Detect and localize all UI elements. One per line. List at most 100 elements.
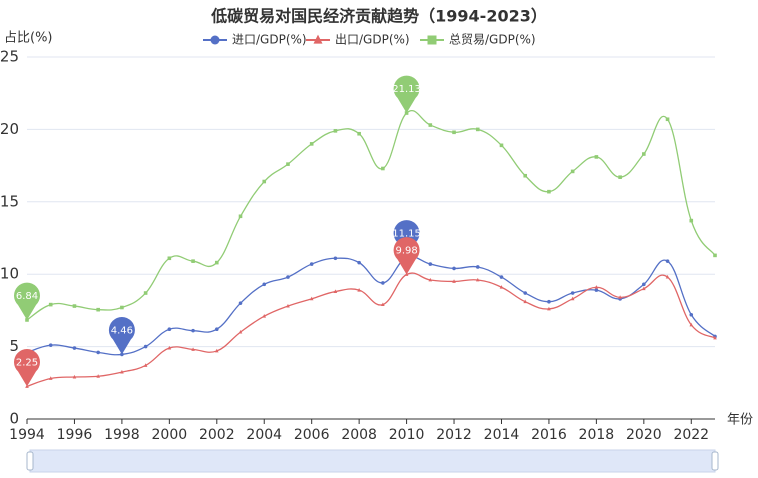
marker [713, 335, 717, 340]
zoom-handle[interactable] [26, 451, 34, 471]
legend-item[interactable]: 进口/GDP(%) [203, 33, 307, 47]
series-line [26, 256, 716, 356]
marker [96, 350, 100, 355]
marker [475, 265, 480, 269]
marker [428, 123, 433, 127]
marker [357, 287, 361, 292]
chart-title: 低碳贸易对国民经济贡献趋势（1994-2023） [210, 7, 547, 26]
marker [48, 343, 53, 347]
marker [72, 374, 77, 379]
marker [48, 376, 53, 380]
marker [143, 344, 148, 349]
marker [72, 346, 77, 350]
series-line [26, 110, 716, 321]
marker [120, 305, 124, 310]
marker [286, 303, 290, 308]
mark-pin [393, 237, 420, 275]
x-tick-label: 2010 [389, 427, 425, 443]
marker [594, 285, 599, 289]
x-tick-label: 2016 [531, 427, 567, 443]
mark-pin [108, 317, 135, 355]
marker [618, 175, 622, 179]
marker [120, 352, 124, 357]
marker [428, 262, 433, 266]
y-tick-label: 20 [0, 120, 19, 138]
marker [48, 302, 53, 307]
marker [191, 347, 195, 351]
marker [238, 329, 243, 334]
mark-pin-label: 21.13 [392, 84, 421, 95]
mark-pin-label: 2.25 [16, 357, 38, 368]
x-tick-label: 2018 [579, 427, 615, 443]
marker [713, 253, 717, 258]
zoom-handle[interactable] [711, 451, 719, 471]
marker [167, 256, 172, 261]
marker [547, 306, 551, 311]
mark-pin [14, 282, 40, 320]
marker [357, 131, 361, 136]
data-zoom[interactable] [26, 449, 719, 473]
marker [570, 296, 575, 301]
marker [191, 259, 195, 263]
y-tick-label: 5 [9, 337, 19, 355]
marker [452, 266, 456, 271]
marker [238, 301, 243, 305]
marker [452, 279, 456, 283]
marker [333, 129, 338, 133]
mark-pin [393, 75, 420, 114]
marker [214, 260, 219, 265]
y-tick-label: 15 [0, 192, 19, 210]
marker [499, 285, 504, 289]
x-tick-label: 2002 [199, 427, 235, 443]
marker [214, 327, 219, 332]
series-line [26, 272, 716, 388]
marker [523, 291, 528, 295]
marker [499, 143, 504, 148]
marker [618, 295, 622, 299]
marker [404, 111, 409, 115]
marker [665, 259, 670, 263]
marker [143, 291, 148, 295]
marker [523, 173, 528, 178]
x-axis-label: 年份 [727, 413, 753, 428]
x-tick-label: 2014 [484, 427, 520, 443]
marker [689, 218, 694, 223]
marker [665, 117, 670, 122]
marker [333, 256, 338, 261]
marker [642, 286, 646, 291]
zoom-track[interactable] [29, 449, 716, 473]
x-tick-label: 2004 [246, 427, 282, 443]
marker [570, 291, 575, 295]
marker [381, 166, 385, 171]
marker [96, 374, 100, 378]
marker [309, 262, 314, 266]
marker [96, 307, 100, 312]
legend-item[interactable]: 总贸易/GDP(%) [420, 33, 536, 47]
y-tick-label: 0 [9, 410, 19, 428]
marker [381, 302, 385, 307]
mark-pin-label: 4.46 [111, 325, 133, 336]
marker [262, 282, 267, 287]
marker [547, 299, 551, 304]
marker [72, 304, 77, 308]
marker [191, 328, 195, 333]
marker [143, 363, 148, 367]
y-tick-label: 25 [0, 48, 19, 66]
marker [309, 296, 314, 301]
marker [238, 214, 243, 219]
legend-item[interactable]: 出口/GDP(%) [306, 33, 410, 47]
mark-pin [14, 349, 40, 387]
marker [210, 35, 220, 45]
marker [120, 369, 124, 374]
marker [594, 155, 599, 159]
x-tick-label: 2020 [626, 427, 662, 443]
x-tick-label: 2012 [436, 427, 472, 443]
marker [357, 260, 361, 265]
marker [475, 127, 480, 132]
x-tick-label: 2022 [673, 427, 709, 443]
x-tick-label: 2008 [341, 427, 377, 443]
marker [428, 277, 433, 282]
marker [523, 299, 528, 304]
marker [167, 345, 172, 350]
